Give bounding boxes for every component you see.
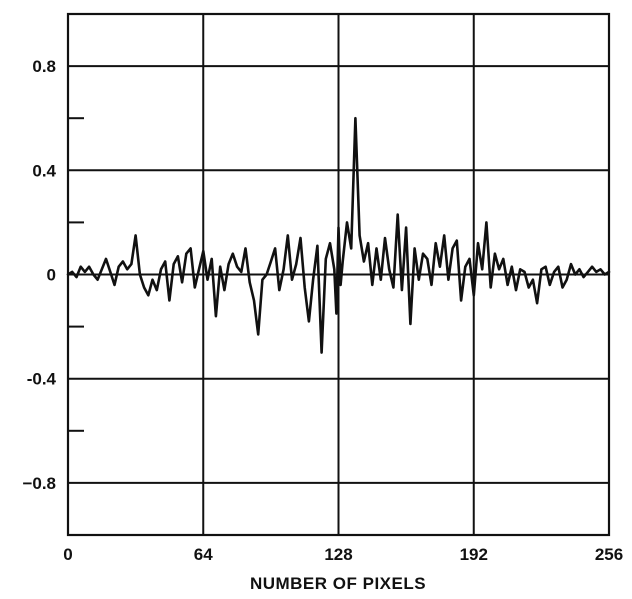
y-tick-labels: 0.8 0.4 0 -0.4 −0.8 — [22, 57, 56, 493]
x-tick-label: 256 — [595, 545, 623, 564]
x-tick-label: 192 — [460, 545, 488, 564]
y-tick-label: −0.8 — [22, 474, 56, 493]
x-tick-labels: 0 64 128 192 256 — [63, 545, 623, 564]
data-series-line — [66, 116, 611, 354]
y-tick-label: 0.4 — [32, 161, 56, 180]
y-tick-label: 0 — [47, 266, 56, 285]
y-tick-label: -0.4 — [27, 370, 57, 389]
y-tick-label: 0.8 — [32, 57, 56, 76]
x-tick-label: 64 — [194, 545, 213, 564]
plot-frame — [66, 12, 611, 537]
x-tick-label: 0 — [63, 545, 72, 564]
x-tick-label: 128 — [324, 545, 352, 564]
x-axis-title: NUMBER OF PIXELS — [250, 574, 426, 593]
